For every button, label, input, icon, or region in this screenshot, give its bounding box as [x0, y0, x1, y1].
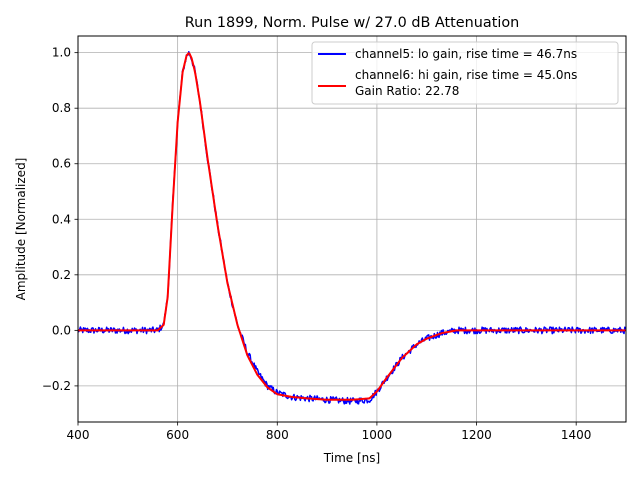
x-tick-label: 400: [67, 428, 90, 442]
plot-frame: [77, 35, 627, 423]
x-tick-label: 1000: [362, 428, 393, 442]
x-tick-label: 800: [266, 428, 289, 442]
series-line-channel6: [78, 52, 626, 401]
x-axis-label: Time [ns]: [323, 451, 380, 465]
y-tick-label: −0.2: [42, 379, 71, 393]
y-tick-label: 0.0: [52, 323, 71, 337]
x-tick-label: 1200: [461, 428, 492, 442]
legend-label-channel6: channel6: hi gain, rise time = 45.0ns: [355, 68, 577, 82]
y-tick-label: 0.4: [52, 212, 71, 226]
x-tick-label: 600: [166, 428, 189, 442]
chart-title: Run 1899, Norm. Pulse w/ 27.0 dB Attenua…: [185, 15, 520, 31]
y-axis-label: Amplitude [Normalized]: [14, 158, 28, 301]
legend-gain-ratio: Gain Ratio: 22.78: [355, 84, 459, 98]
x-ticks: 400 600 800 1000 1200 1400: [67, 422, 592, 442]
series-layer: [78, 51, 626, 405]
y-ticks: −0.2 0.0 0.2 0.4 0.6 0.8 1.0: [42, 46, 78, 393]
legend: channel5: lo gain, rise time = 46.7ns ch…: [311, 41, 619, 105]
y-tick-label: 1.0: [52, 46, 71, 60]
y-tick-label: 0.8: [52, 101, 71, 115]
legend-label-channel5: channel5: lo gain, rise time = 46.7ns: [355, 47, 577, 61]
y-tick-label: 0.2: [52, 268, 71, 282]
x-tick-label: 1400: [561, 428, 592, 442]
legend-box: [311, 41, 619, 105]
y-tick-label: 0.6: [52, 157, 71, 171]
